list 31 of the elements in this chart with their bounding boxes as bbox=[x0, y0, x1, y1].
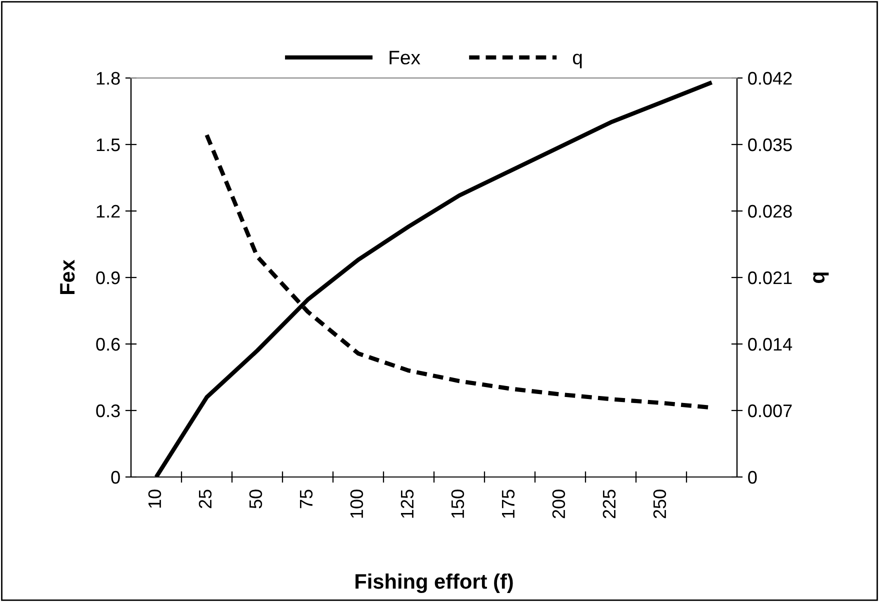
x-tick-label: 10 bbox=[148, 490, 162, 508]
y2-tick-label: 0.042 bbox=[748, 72, 792, 85]
y2-tick-label: 0.035 bbox=[748, 138, 792, 152]
x-axis-title: Fishing effort (f) bbox=[356, 574, 513, 594]
x-tick-label: 150 bbox=[451, 490, 464, 518]
y-axis-title: Fex bbox=[60, 260, 75, 294]
y2-tick-label: 0.021 bbox=[748, 271, 792, 284]
x-tick-label: 25 bbox=[198, 490, 212, 508]
y2-axis-title: q bbox=[813, 272, 829, 284]
x-tick-label: 225 bbox=[602, 490, 616, 518]
y-tick-label: 1.2 bbox=[96, 204, 120, 218]
legend-label: Fex bbox=[390, 50, 420, 64]
x-tick-label: 50 bbox=[249, 490, 262, 508]
x-tick-label: 200 bbox=[552, 490, 566, 518]
x-tick-label: 75 bbox=[300, 490, 313, 508]
y2-tick-label: 0 bbox=[748, 470, 757, 484]
y2-tick-label: 0.028 bbox=[748, 204, 792, 218]
legend-label: q bbox=[572, 54, 582, 68]
y-tick-label: 1.8 bbox=[96, 72, 120, 85]
x-tick-label: 100 bbox=[350, 490, 364, 518]
line-series bbox=[154, 80, 714, 477]
x-tick-label: 175 bbox=[502, 490, 515, 518]
y-tick-label: 0 bbox=[111, 470, 120, 484]
x-tick-label: 125 bbox=[400, 490, 414, 518]
y-tick-label: 0.9 bbox=[96, 271, 120, 284]
y-tick-label: 1.5 bbox=[96, 138, 120, 152]
y-tick-label: 0.6 bbox=[96, 338, 120, 351]
y-tick-label: 0.3 bbox=[96, 404, 120, 418]
y2-tick-label: 0.007 bbox=[748, 404, 792, 418]
x-tick-label: 250 bbox=[653, 490, 666, 518]
y2-tick-label: 0.014 bbox=[748, 338, 792, 351]
